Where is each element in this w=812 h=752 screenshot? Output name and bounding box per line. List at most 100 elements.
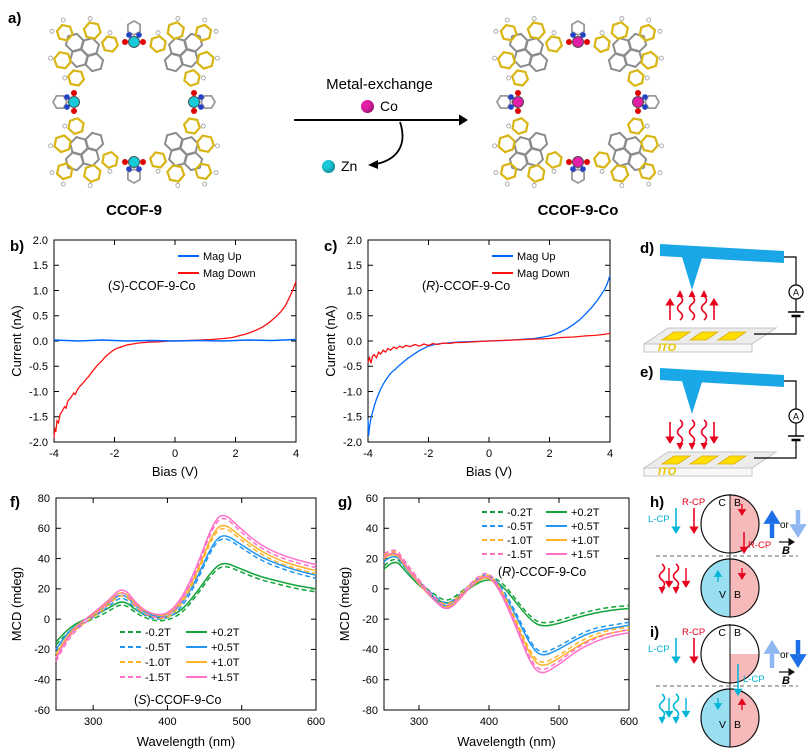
svg-text:R-CP: R-CP: [748, 540, 771, 551]
svg-text:+1.0T: +1.0T: [211, 657, 240, 669]
svg-text:or: or: [780, 520, 790, 531]
svg-text:or: or: [780, 650, 790, 661]
svg-text:L-CP: L-CP: [648, 644, 670, 655]
svg-text:-0.5T: -0.5T: [145, 642, 171, 654]
svg-text:500: 500: [233, 716, 251, 728]
svg-text:+0.2T: +0.2T: [211, 627, 240, 639]
svg-text:-4: -4: [363, 448, 373, 460]
panel-label-c: c): [324, 238, 338, 255]
svg-text:2.0: 2.0: [33, 235, 48, 247]
panel-label-h: h): [650, 494, 665, 511]
panel-label-g: g): [338, 494, 353, 511]
svg-text:500: 500: [550, 716, 568, 728]
svg-text:ITO: ITO: [658, 342, 677, 354]
svg-text:-0.2T: -0.2T: [507, 507, 533, 519]
reaction-arrow: [294, 114, 468, 169]
svg-text:4: 4: [607, 448, 613, 460]
svg-text:-4: -4: [49, 448, 59, 460]
svg-text:-2.0: -2.0: [29, 437, 48, 449]
svg-text:1.5: 1.5: [33, 260, 48, 272]
svg-text:B: B: [734, 627, 741, 639]
svg-text:-1.0T: -1.0T: [507, 535, 533, 547]
molecule-label-ccof9co: CCOF-9-Co: [537, 202, 619, 219]
molecule-ccof9co: [492, 16, 664, 188]
svg-text:-1.0: -1.0: [29, 386, 48, 398]
svg-text:300: 300: [84, 716, 102, 728]
svg-text:-2: -2: [424, 448, 434, 460]
svg-text:L-CP: L-CP: [648, 514, 670, 525]
co-row: Co: [292, 98, 467, 114]
svg-text:+1.0T: +1.0T: [571, 535, 600, 547]
svg-text:600: 600: [307, 716, 325, 728]
svg-text:0.0: 0.0: [33, 336, 48, 348]
probe-schematic-spin-down: ITO A: [642, 368, 804, 478]
reaction-label: Metal-exchange: [326, 76, 433, 93]
svg-text:-1.5T: -1.5T: [145, 672, 171, 684]
svg-text:1.0: 1.0: [33, 285, 48, 297]
svg-text:60: 60: [366, 493, 378, 505]
svg-text:0: 0: [172, 448, 178, 460]
svg-text:0: 0: [44, 614, 50, 626]
svg-text:40: 40: [366, 523, 378, 535]
svg-text:C: C: [718, 497, 726, 509]
svg-text:-1.5T: -1.5T: [507, 549, 533, 561]
molecule-label-ccof9: CCOF-9: [106, 202, 162, 219]
svg-text:B: B: [734, 719, 741, 731]
svg-text:-2.0: -2.0: [343, 437, 362, 449]
svg-text:+0.2T: +0.2T: [571, 507, 600, 519]
svg-text:20: 20: [38, 584, 50, 596]
svg-text:-1.5: -1.5: [29, 412, 48, 424]
svg-text:+1.5T: +1.5T: [571, 549, 600, 561]
svg-text:-60: -60: [34, 705, 50, 717]
chart-mcd-s-ccof9co: 300 400 500 600 -60 -40 -20 0 20 40 60 80 Wavelength…: [9, 493, 325, 749]
svg-text:Mag Up: Mag Up: [517, 251, 556, 263]
svg-text:0: 0: [372, 584, 378, 596]
svg-text:400: 400: [480, 716, 498, 728]
svg-text:R-CP: R-CP: [682, 627, 705, 638]
svg-text:-0.5: -0.5: [29, 361, 48, 373]
co-label: Co: [380, 98, 398, 114]
svg-text:V: V: [719, 589, 726, 601]
svg-text:Current (nA): Current (nA): [323, 305, 338, 377]
svg-text:600: 600: [620, 716, 638, 728]
svg-text:Wavelength (nm): Wavelength (nm): [457, 734, 556, 749]
panel-label-b: b): [10, 238, 25, 255]
svg-text:B: B: [782, 545, 790, 557]
svg-text:0.0: 0.0: [347, 336, 362, 348]
svg-text:4: 4: [293, 448, 299, 460]
svg-text:-0.5T: -0.5T: [507, 521, 533, 533]
svg-text:300: 300: [410, 716, 428, 728]
svg-text:2.0: 2.0: [347, 235, 362, 247]
svg-text:-80: -80: [362, 705, 378, 717]
svg-text:+1.5T: +1.5T: [211, 672, 240, 684]
zn-label: Zn: [341, 158, 358, 174]
panel-label-f: f): [10, 494, 20, 511]
svg-text:0: 0: [486, 448, 492, 460]
panel-label-i: i): [650, 624, 660, 641]
svg-text:Bias (V): Bias (V): [152, 464, 198, 479]
svg-text:+0.5T: +0.5T: [211, 642, 240, 654]
zn-row: Zn: [322, 158, 357, 174]
zn-atom-icon: [322, 159, 335, 173]
chart-iv-s-ccof9co: -4 -2 0 2 4 -2.0 -1.5 -1.0 -0.5 0.0 0.5 1.0 1.5 2.0 Bi…: [9, 235, 299, 479]
svg-text:400: 400: [158, 716, 176, 728]
svg-text:-40: -40: [362, 644, 378, 656]
svg-text:A: A: [793, 288, 799, 298]
svg-text:L-CP: L-CP: [743, 674, 765, 685]
chart-iv-r-ccof9co: -4 -2 0 2 4 -2.0 -1.5 -1.0 -0.5 0.0 0.5 1.0 1.5 2.0 Bi…: [323, 235, 613, 479]
chart-mcd-r-ccof9co: 300 400 500 600 -80 -60 -40 -20 0 20 40 60 Wavelengt…: [337, 493, 638, 749]
svg-text:Mag Up: Mag Up: [203, 251, 242, 263]
svg-text:(S)-CCOF-9-Co: (S)-CCOF-9-Co: [134, 693, 222, 707]
svg-text:Current (nA): Current (nA): [9, 305, 24, 377]
svg-text:20: 20: [366, 553, 378, 565]
probe-schematic-spin-up: ITO A: [642, 244, 804, 354]
svg-text:Mag Down: Mag Down: [517, 268, 570, 280]
svg-text:-20: -20: [362, 614, 378, 626]
panel-label-a: a): [8, 10, 22, 27]
svg-text:-20: -20: [34, 644, 50, 656]
svg-text:Bias (V): Bias (V): [466, 464, 512, 479]
svg-text:2: 2: [232, 448, 238, 460]
svg-text:80: 80: [38, 493, 50, 505]
